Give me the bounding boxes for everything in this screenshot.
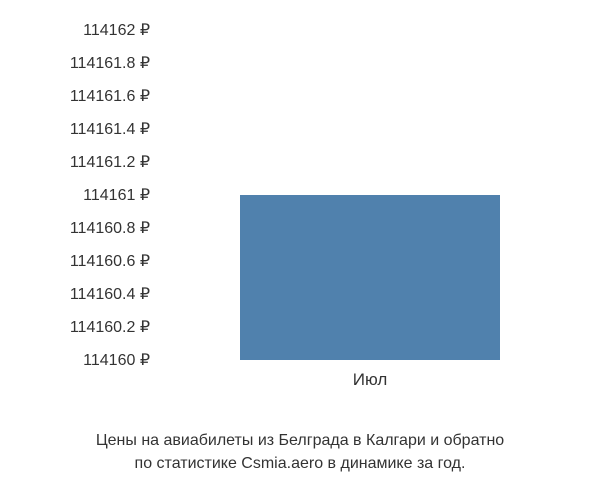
bar-jul	[240, 195, 500, 360]
chart-container: 114162 ₽ 114161.8 ₽ 114161.6 ₽ 114161.4 …	[20, 30, 580, 410]
y-tick: 114161.4 ₽	[70, 119, 150, 139]
y-tick: 114160 ₽	[83, 350, 150, 370]
y-tick: 114160.8 ₽	[70, 218, 150, 238]
chart-caption: Цены на авиабилеты из Белграда в Калгари…	[0, 430, 600, 475]
y-tick: 114161.6 ₽	[70, 86, 150, 106]
plot-area	[160, 30, 580, 360]
caption-line: по статистике Csmia.aero в динамике за г…	[0, 453, 600, 475]
y-axis: 114162 ₽ 114161.8 ₽ 114161.6 ₽ 114161.4 …	[20, 30, 150, 360]
x-axis-label: Июл	[160, 370, 580, 390]
y-tick: 114161.8 ₽	[70, 53, 150, 73]
caption-line: Цены на авиабилеты из Белграда в Калгари…	[0, 430, 600, 452]
y-tick: 114162 ₽	[83, 20, 150, 40]
y-tick: 114161 ₽	[83, 185, 150, 205]
y-tick: 114160.4 ₽	[70, 284, 150, 304]
y-tick: 114161.2 ₽	[70, 152, 150, 172]
y-tick: 114160.6 ₽	[70, 251, 150, 271]
y-tick: 114160.2 ₽	[70, 317, 150, 337]
